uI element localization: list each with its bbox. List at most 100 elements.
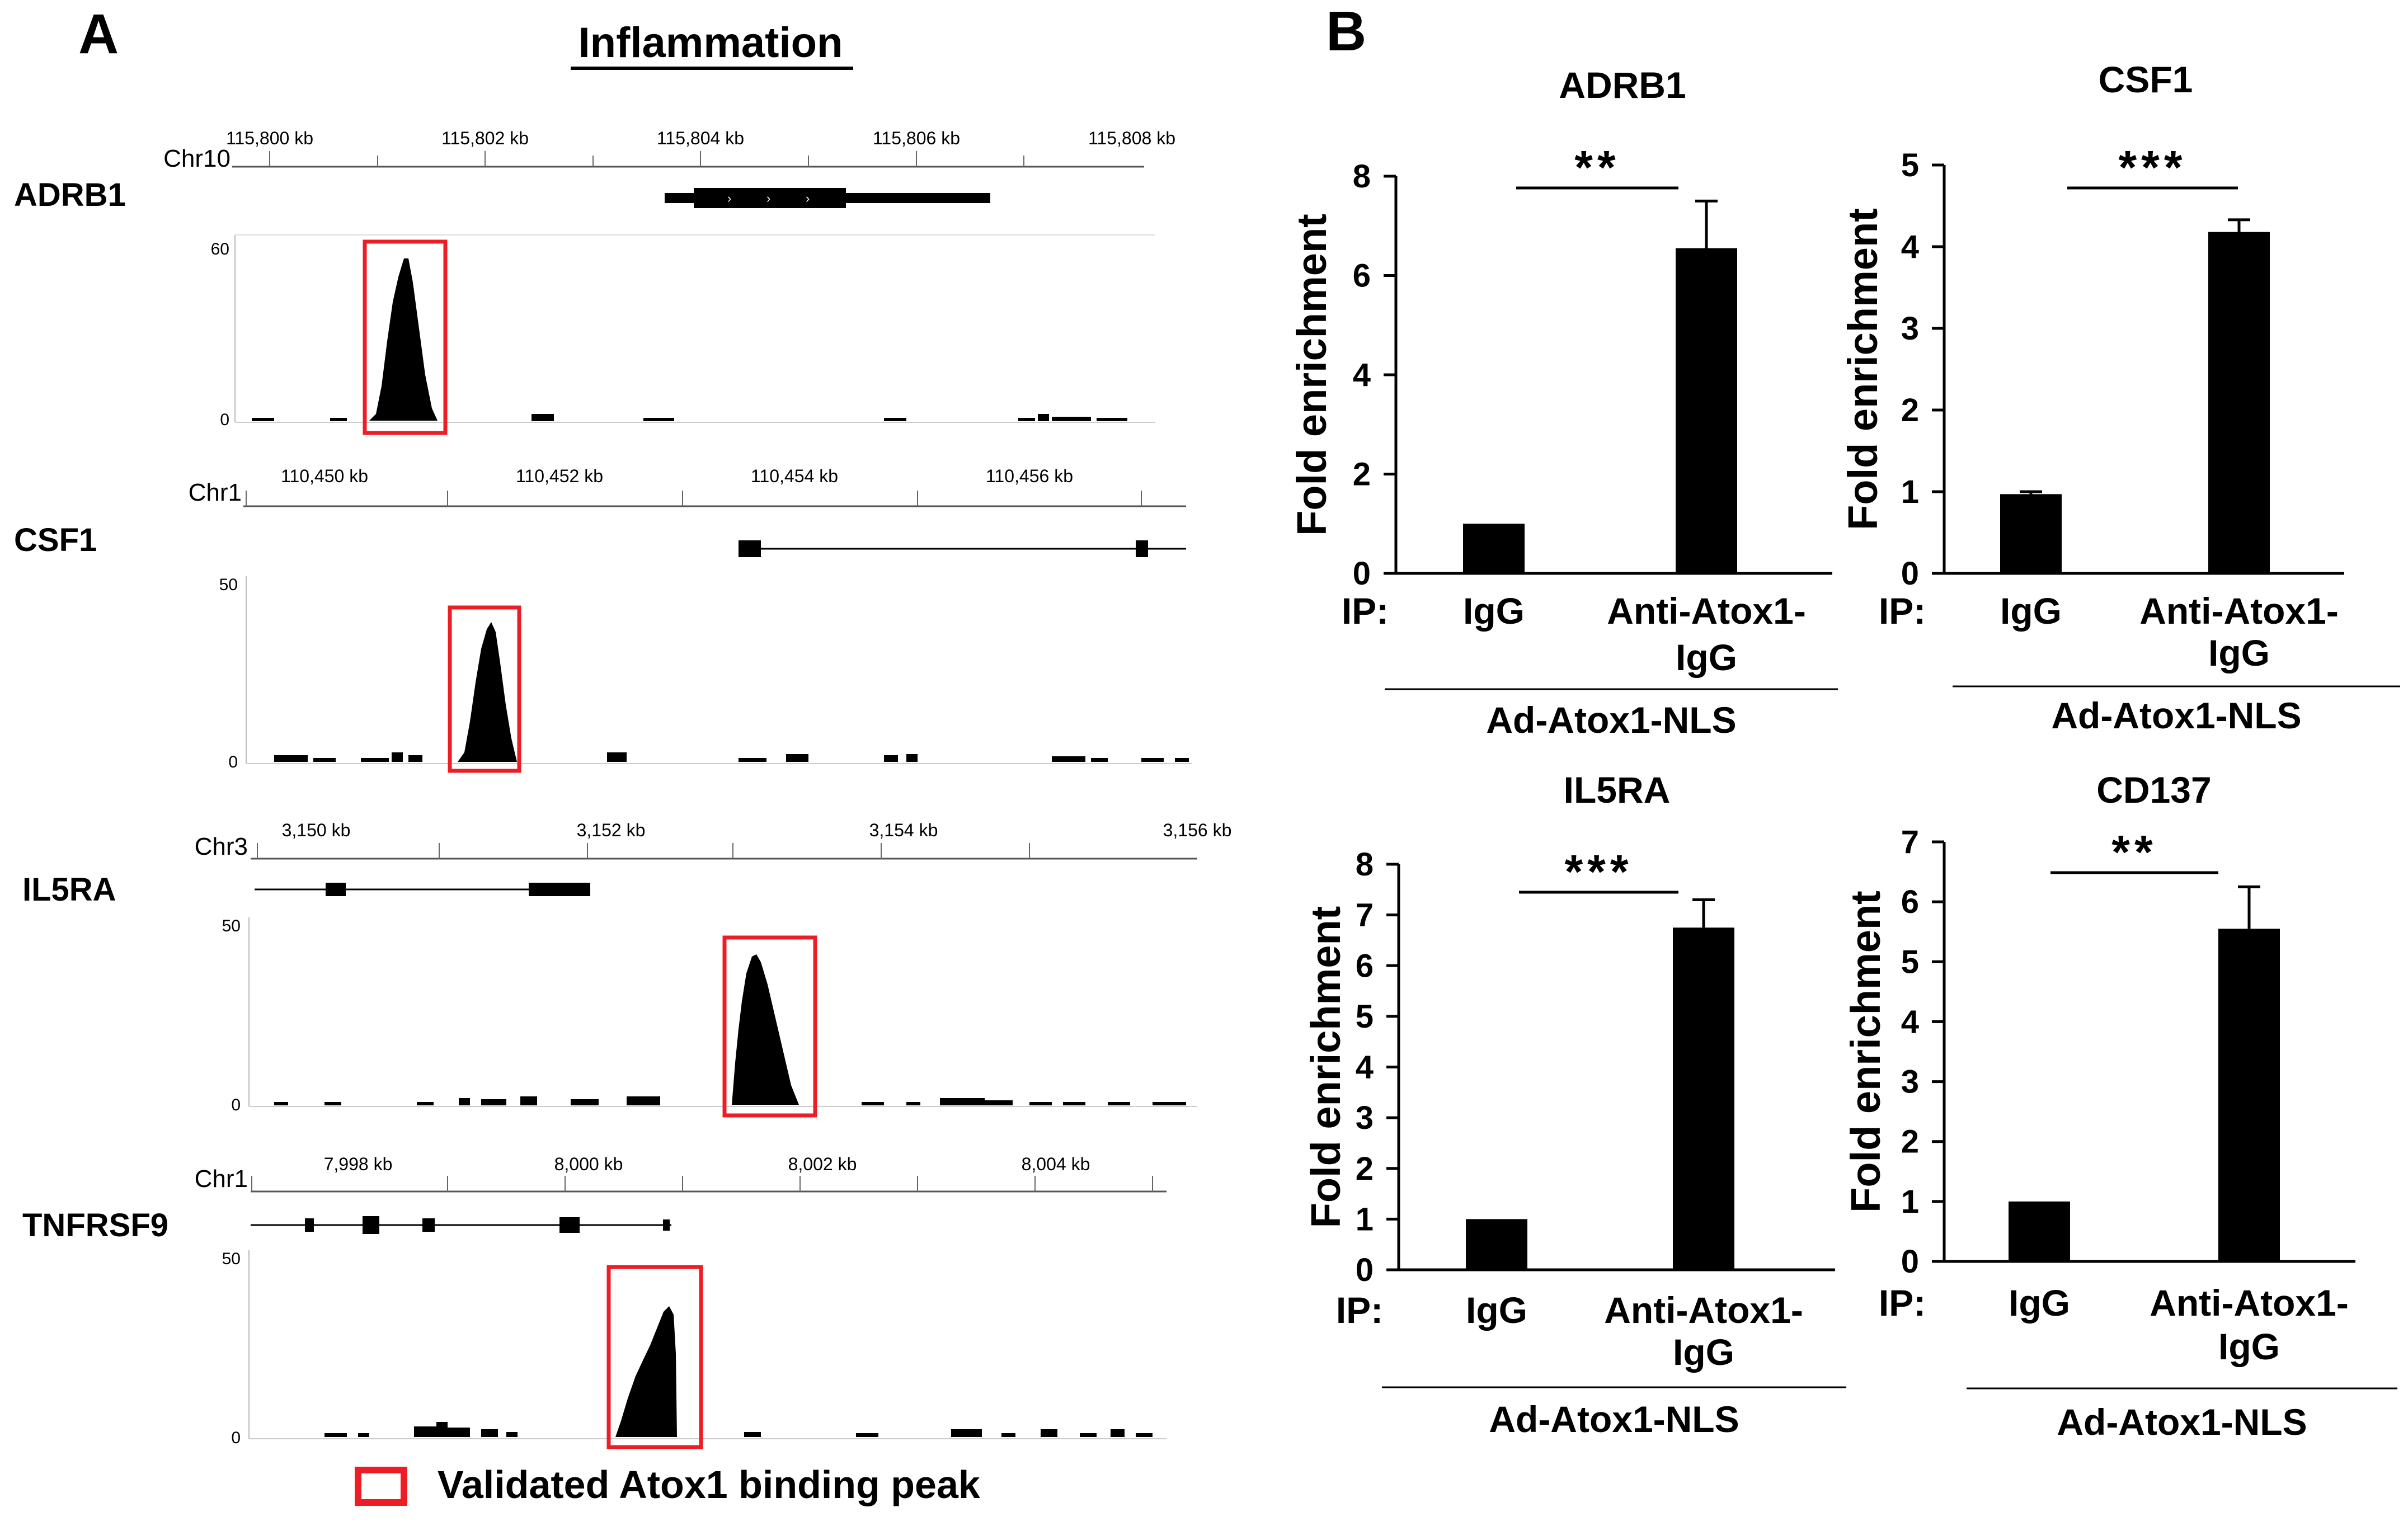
ip-label: IP:: [1342, 590, 1389, 632]
y-axis-label: Fold enrichment: [1288, 214, 1335, 536]
bar: [2218, 929, 2280, 1261]
y-max-label: 50: [219, 576, 238, 594]
bar: [2009, 1201, 2070, 1261]
category-label: Anti-Atox1-: [2139, 590, 2339, 632]
y-tick-label: 3: [1901, 310, 1919, 347]
y-tick-label: 2: [1353, 456, 1371, 493]
category-label: IgG: [1673, 1331, 1734, 1373]
gene-label: TNFRSF9: [22, 1207, 168, 1244]
y-tick-label: 3: [1901, 1064, 1919, 1100]
category-label: IgG: [1676, 637, 1737, 678]
coverage-noise: [252, 414, 1127, 421]
ruler-tick-label: 3,154 kb: [869, 820, 938, 840]
y-tick-label: 6: [1356, 948, 1374, 984]
y-tick-label: 4: [1353, 357, 1371, 393]
category-label: IgG: [2208, 632, 2270, 673]
bar: [2000, 494, 2062, 573]
legend: Validated Atox1 binding peak: [355, 1463, 980, 1506]
significance-marker: ***: [1564, 845, 1633, 898]
track-il5ra: IL5RA Chr3 3,150 kb 3,152 kb 3,154 kb 3,…: [22, 820, 1232, 1118]
panel-b-label: B: [1326, 0, 1366, 63]
bar: [1676, 248, 1737, 573]
coverage-peak: [458, 622, 517, 762]
significance-marker: ***: [2118, 141, 2186, 194]
track-adrb1: ADRB1 Chr10 115,800 kb 115,802 kb 115,80…: [14, 128, 1175, 435]
gene-model: [251, 1216, 671, 1234]
bar: [1673, 927, 1734, 1270]
chart-adrb1: ADRB1 0 2 4 6 8 Fold enrichment ** IP: IgG Anti-At…: [1288, 64, 1838, 741]
ruler-tick-label: 110,452 kb: [516, 466, 603, 486]
ruler-tick-label: 115,802 kb: [441, 128, 529, 148]
y-tick-label: 5: [1901, 944, 1919, 980]
y-min-label: 0: [231, 1096, 241, 1114]
ruler-tick-label: 3,156 kb: [1163, 820, 1232, 840]
legend-swatch: [355, 1467, 407, 1506]
track-csf1: CSF1 Chr1 110,450 kb 110,452 kb 110,454 …: [14, 466, 1192, 773]
y-tick-label: 4: [1901, 229, 1919, 265]
y-min-label: 0: [220, 411, 229, 429]
ruler-tick-label: 3,150 kb: [282, 820, 351, 840]
significance-marker: **: [2111, 826, 2157, 878]
y-max-label: 50: [222, 1250, 241, 1268]
ruler-tick-label: 110,456 kb: [986, 466, 1073, 486]
coverage-noise: [274, 1096, 1186, 1105]
y-tick-label: 1: [1901, 474, 1919, 510]
gene-label: IL5RA: [22, 872, 116, 908]
legend-label: Validated Atox1 binding peak: [438, 1463, 980, 1506]
gene-model: [255, 883, 590, 896]
validated-peak-box: [363, 239, 448, 435]
coverage-peak: [615, 1306, 677, 1437]
y-tick-label: 6: [1901, 884, 1919, 920]
chart-title: IL5RA: [1564, 769, 1671, 811]
validated-peak-box: [606, 1265, 703, 1449]
group-label: Ad-Atox1-NLS: [1486, 699, 1736, 741]
category-label: IgG: [2000, 590, 2062, 632]
ruler-tick-label: 7,998 kb: [324, 1154, 393, 1174]
y-tick-label: 8: [1356, 846, 1374, 883]
chrom-label: Chr1: [195, 1165, 248, 1193]
panel-a: A Inflammation ADRB1 Chr10 115,800 kb 11…: [14, 3, 1231, 1506]
ruler-tick-label: 115,808 kb: [1088, 128, 1175, 148]
svg-text:›: ›: [727, 191, 731, 205]
category-label: Anti-Atox1-: [1607, 590, 1806, 632]
ruler-tick-label: 110,454 kb: [751, 466, 838, 486]
ruler-tick-label: 115,806 kb: [873, 128, 960, 148]
ip-label: IP:: [1879, 1282, 1926, 1324]
ruler-tick-label: 8,004 kb: [1022, 1154, 1090, 1174]
ruler-tick-label: 8,000 kb: [554, 1154, 623, 1174]
y-max-label: 50: [222, 917, 241, 935]
chart-title: CD137: [2096, 769, 2211, 811]
group-label: Ad-Atox1-NLS: [1489, 1398, 1739, 1440]
y-tick-label: 5: [1356, 999, 1374, 1035]
ip-label: IP:: [1879, 590, 1926, 632]
track-tnfrsf9: TNFRSF9 Chr1 7,998 kb 8,000 kb 8,002 kb …: [22, 1154, 1167, 1449]
ip-label: IP:: [1336, 1289, 1383, 1331]
chart-title: CSF1: [2099, 59, 2193, 100]
y-tick-label: 6: [1353, 258, 1371, 294]
y-tick-label: 0: [1353, 555, 1371, 592]
y-tick-label: 8: [1353, 158, 1371, 195]
ruler-ticks: [251, 1176, 1153, 1191]
panel-a-label: A: [78, 3, 119, 65]
y-tick-label: 4: [1356, 1049, 1374, 1086]
y-tick-label: 3: [1356, 1100, 1374, 1136]
svg-text:›: ›: [766, 191, 770, 205]
ruler-tick-label: 115,804 kb: [657, 128, 744, 148]
y-tick-label: 2: [1901, 1124, 1919, 1160]
coverage-noise: [324, 1422, 1153, 1437]
y-axis-label: Fold enrichment: [1842, 891, 1889, 1213]
y-tick-label: 7: [1356, 897, 1374, 934]
ruler-ticks: [257, 843, 1030, 859]
y-min-label: 0: [231, 1429, 241, 1447]
ruler-ticks: [269, 151, 1024, 167]
y-max-label: 60: [211, 240, 229, 258]
gene-label: ADRB1: [14, 177, 126, 213]
coverage-peak: [732, 954, 799, 1105]
y-tick-label: 5: [1901, 147, 1919, 183]
chart-title: ADRB1: [1559, 64, 1686, 106]
validated-peak-box: [722, 935, 817, 1118]
